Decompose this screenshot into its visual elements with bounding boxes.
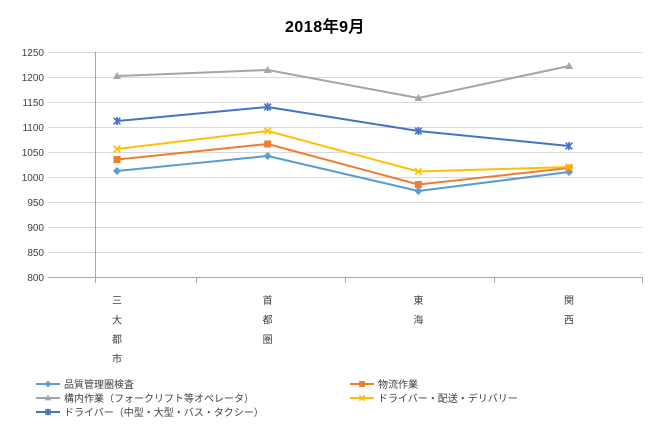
legend-item-4: ドライバー（中型・大型・バス・タクシー） bbox=[36, 406, 350, 419]
y-axis-tick-label: 1100 bbox=[22, 123, 44, 134]
x-axis-category-label: 都 bbox=[112, 334, 122, 346]
legend-key-square-icon bbox=[350, 380, 374, 387]
legend-label: ドライバー（中型・大型・バス・タクシー） bbox=[64, 408, 264, 419]
y-axis-tick-label: 900 bbox=[27, 223, 44, 234]
y-axis-tick-label: 800 bbox=[27, 273, 44, 284]
y-axis-tick-label: 1050 bbox=[22, 148, 45, 159]
x-axis-category-label: 大 bbox=[112, 314, 122, 327]
legend-item-0: 品質管理圏検査 bbox=[36, 378, 350, 391]
x-axis-category-label: 三 bbox=[112, 296, 122, 307]
x-axis-category-label: 海 bbox=[413, 314, 423, 327]
series-line-4 bbox=[116, 106, 570, 147]
legend-label: 物流作業 bbox=[378, 380, 418, 391]
x-marker bbox=[263, 127, 272, 135]
series-line-0 bbox=[116, 155, 570, 192]
asterisk-marker bbox=[565, 142, 573, 150]
legend-label: 構内作業（フォークリフト等オペレータ） bbox=[64, 394, 254, 405]
square-marker bbox=[113, 156, 121, 163]
square-marker bbox=[359, 380, 365, 387]
asterisk-marker bbox=[113, 117, 121, 125]
x-axis-category-label: 圏 bbox=[263, 334, 273, 346]
square-marker bbox=[414, 181, 422, 188]
triangle-marker bbox=[44, 394, 52, 400]
legend-key-triangle-icon bbox=[36, 394, 60, 400]
triangle-marker bbox=[565, 62, 574, 69]
diamond-marker bbox=[263, 152, 272, 160]
diamond-marker bbox=[113, 167, 121, 175]
asterisk-marker bbox=[263, 103, 272, 111]
chart-legend: 品質管理圏検査 物流作業構内作業（フォークリフト等オペレータ） ドライバー・配送・デ… bbox=[36, 378, 518, 419]
legend-item-1: 物流作業 bbox=[350, 378, 518, 391]
asterisk-marker bbox=[414, 127, 423, 135]
x-axis-category-label: 東 bbox=[413, 294, 423, 307]
legend-key-asterisk-icon bbox=[36, 408, 60, 415]
legend-label: 品質管理圏検査 bbox=[64, 380, 134, 391]
x-axis-category-label: 関 bbox=[564, 295, 574, 307]
y-axis-tick-label: 1250 bbox=[22, 48, 45, 59]
square-marker bbox=[264, 140, 272, 148]
legend-label: ドライバー・配送・デリバリー bbox=[378, 394, 518, 405]
series-line-1 bbox=[116, 143, 570, 186]
x-marker bbox=[565, 163, 573, 171]
y-axis-tick-label: 850 bbox=[27, 248, 44, 259]
legend-item-3: ドライバー・配送・デリバリー bbox=[350, 392, 518, 405]
x-axis-category-label: 都 bbox=[263, 315, 273, 327]
chart-title: 2018年9月 bbox=[285, 19, 365, 36]
triangle-marker bbox=[414, 94, 423, 101]
y-axis-tick-label: 1150 bbox=[22, 98, 44, 109]
series-line-2 bbox=[116, 65, 570, 99]
x-marker bbox=[358, 394, 366, 401]
y-axis-tick-label: 950 bbox=[27, 198, 44, 209]
triangle-marker bbox=[263, 66, 272, 73]
x-marker bbox=[414, 167, 423, 176]
legend-item-2: 構内作業（フォークリフト等オペレータ） bbox=[36, 392, 350, 405]
asterisk-marker bbox=[44, 408, 52, 415]
x-marker bbox=[113, 145, 121, 153]
diamond-marker bbox=[414, 187, 423, 195]
x-axis-category-label: 市 bbox=[112, 353, 122, 366]
x-axis-category-label: 首 bbox=[263, 294, 273, 307]
y-axis-tick-label: 1200 bbox=[22, 73, 45, 84]
triangle-marker bbox=[113, 72, 121, 79]
legend-key-x-icon bbox=[350, 394, 374, 401]
x-axis-category-label: 西 bbox=[564, 316, 574, 327]
y-axis-tick-label: 1000 bbox=[22, 173, 45, 184]
series-line-3 bbox=[116, 130, 570, 173]
diamond-marker bbox=[44, 380, 52, 387]
legend-key-diamond-icon bbox=[36, 380, 60, 387]
